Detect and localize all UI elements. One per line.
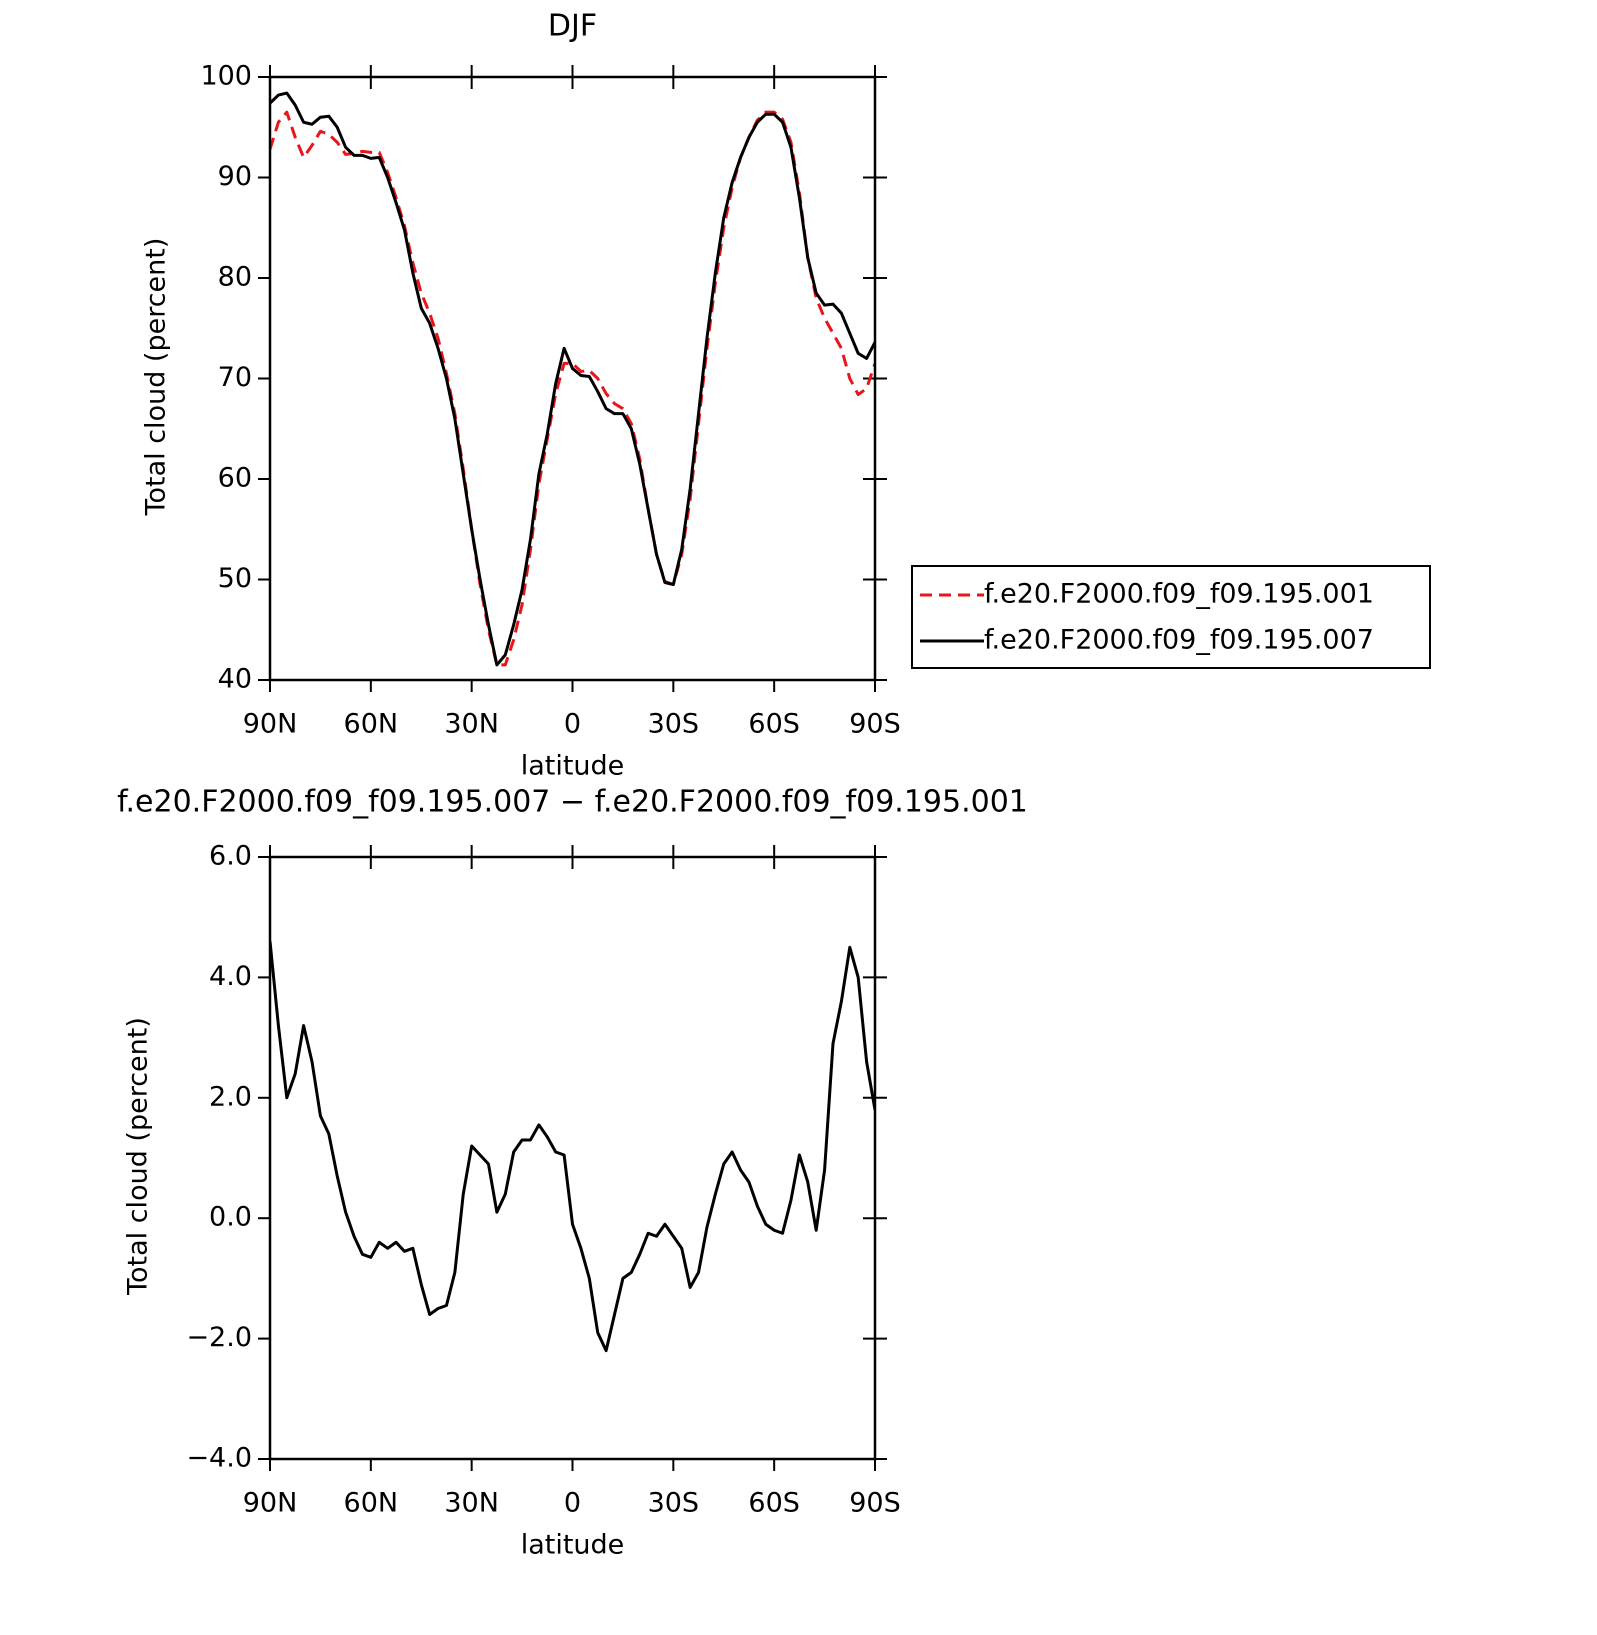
x-tick-label: 90N xyxy=(243,709,298,740)
series-group xyxy=(270,941,875,1353)
chart-title: DJF xyxy=(548,9,597,44)
data-line xyxy=(270,91,875,667)
y-tick-label: −2.0 xyxy=(186,1322,252,1353)
x-tick-label: 60S xyxy=(748,709,800,740)
y-tick-label: 2.0 xyxy=(209,1081,252,1112)
x-tick-label: 30S xyxy=(648,1488,700,1519)
y-tick-label: 0.0 xyxy=(209,1202,252,1233)
data-line xyxy=(270,941,875,1353)
x-tick-label: 90S xyxy=(849,1488,901,1519)
plot: f.e20.F2000.f09_f09.195.007 − f.e20.F200… xyxy=(117,785,1028,1561)
x-tick-label: 30S xyxy=(648,709,700,740)
chart-title: f.e20.F2000.f09_f09.195.007 − f.e20.F200… xyxy=(117,785,1028,820)
y-tick-label: 70 xyxy=(218,362,252,393)
y-tick-label: 4.0 xyxy=(209,961,252,992)
x-tick-label: 30N xyxy=(444,1488,499,1519)
legend: f.e20.F2000.f09_f09.195.001 f.e20.F2000.f… xyxy=(911,565,1431,669)
y-tick-label: 50 xyxy=(218,563,252,594)
x-tick-label: 60N xyxy=(344,1488,399,1519)
x-tick-label: 60S xyxy=(748,1488,800,1519)
legend-label: f.e20.F2000.f09_f09.195.007 xyxy=(984,625,1374,656)
legend-label: f.e20.F2000.f09_f09.195.001 xyxy=(984,579,1374,610)
y-tick-label: 100 xyxy=(200,61,252,92)
plot-frame xyxy=(268,855,877,1461)
x-axis-label: latitude xyxy=(521,1530,625,1561)
x-tick-label: 90N xyxy=(243,1488,298,1519)
legend-box xyxy=(911,565,1431,669)
y-tick-label: 90 xyxy=(218,161,252,192)
x-tick-label: 90S xyxy=(849,709,901,740)
x-tick-label: 60N xyxy=(344,709,399,740)
y-tick-label: 80 xyxy=(218,262,252,293)
x-tick-label: 0 xyxy=(564,1488,581,1519)
y-tick-label: 6.0 xyxy=(209,841,252,872)
plot: DJF latitude Total cloud (percent) 40 50 60 70… xyxy=(141,9,1431,782)
y-tick-label: 60 xyxy=(218,463,252,494)
plot-frame xyxy=(268,75,877,682)
x-tick-label: 30N xyxy=(444,709,499,740)
y-tick-label: −4.0 xyxy=(186,1443,252,1474)
y-axis-label: Total cloud (percent) xyxy=(123,1017,154,1296)
x-axis-label: latitude xyxy=(521,751,625,782)
x-tick-label: 0 xyxy=(564,709,581,740)
series-group xyxy=(270,91,875,667)
y-axis-label: Total cloud (percent) xyxy=(141,238,172,517)
data-line xyxy=(270,110,875,667)
y-tick-label: 40 xyxy=(218,664,252,695)
